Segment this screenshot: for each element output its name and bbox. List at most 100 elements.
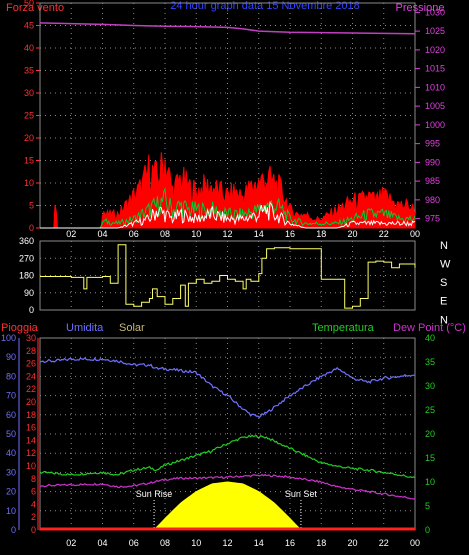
- rain-y-tick-label: 20: [26, 397, 36, 407]
- time-tick-label: 00: [410, 229, 420, 239]
- humidity-y-tick-label: 0: [11, 525, 16, 535]
- time-tick-label: 06: [129, 538, 139, 548]
- time-tick-label: 04: [97, 538, 107, 548]
- wind-y-tick-label: 25: [24, 111, 34, 121]
- wind-y-tick-label: 30: [24, 88, 34, 98]
- temp-y-tick-label: 30: [425, 381, 435, 391]
- rain-y-tick-label: 6: [31, 487, 36, 497]
- pressure-y-tick-label: 1020: [425, 45, 445, 55]
- temperature-line: [39, 434, 416, 479]
- pressure-y-tick-label: 975: [425, 214, 440, 224]
- wind-y-tick-label: 5: [29, 201, 34, 211]
- time-tick-label: 12: [222, 538, 232, 548]
- pressure-y-tick-label: 1030: [425, 7, 445, 17]
- time-tick-label: 10: [191, 538, 201, 548]
- wind-y-tick-label: 40: [24, 43, 34, 53]
- wind-y-tick-label: 50: [24, 0, 34, 8]
- compass-label: N: [440, 314, 448, 326]
- temp-y-tick-label: 15: [425, 453, 435, 463]
- rain-y-tick-label: 28: [26, 346, 36, 356]
- sun-set-marker-label: Sun Set: [285, 489, 318, 499]
- pressure-y-tick-label: 985: [425, 176, 440, 186]
- time-tick-label: 22: [379, 538, 389, 548]
- legend-solar: Solar: [119, 322, 145, 334]
- time-tick-label: 08: [160, 229, 170, 239]
- time-tick-label: 06: [129, 229, 139, 239]
- humidity-line: [39, 357, 416, 419]
- wind-direction-line: [40, 244, 416, 309]
- time-tick-label: 18: [316, 538, 326, 548]
- temp-y-tick-label: 20: [425, 429, 435, 439]
- time-tick-label: 22: [379, 229, 389, 239]
- rain-y-tick-label: 8: [31, 474, 36, 484]
- rain-y-tick-label: 18: [26, 410, 36, 420]
- direction-y-tick-label: 0: [29, 305, 34, 315]
- rain-y-tick-label: 30: [26, 333, 36, 343]
- time-tick-label: 14: [254, 229, 264, 239]
- time-tick-label: 08: [160, 538, 170, 548]
- humidity-y-tick-label: 100: [1, 333, 16, 343]
- time-tick-label: 16: [285, 229, 295, 239]
- rain-y-tick-label: 0: [31, 525, 36, 535]
- wind-y-tick-label: 0: [29, 223, 34, 233]
- wind-speed-line: [40, 201, 416, 229]
- time-tick-label: 20: [347, 538, 357, 548]
- time-tick-label: 10: [191, 229, 201, 239]
- time-tick-label: 02: [66, 229, 76, 239]
- rain-y-tick-label: 22: [26, 384, 36, 394]
- time-tick-label: 00: [410, 538, 420, 548]
- rain-y-tick-label: 4: [31, 499, 36, 509]
- wind-y-tick-label: 10: [24, 178, 34, 188]
- time-tick-label: 04: [97, 229, 107, 239]
- rain-y-tick-label: 14: [26, 435, 36, 445]
- temp-y-tick-label: 0: [425, 525, 430, 535]
- temp-y-tick-label: 25: [425, 405, 435, 415]
- pressure-y-tick-label: 1015: [425, 64, 445, 74]
- direction-y-tick-label: 360: [19, 236, 34, 246]
- legend-temperatura: Temperatura: [312, 322, 375, 334]
- humidity-y-tick-label: 30: [6, 467, 16, 477]
- rain-y-tick-label: 16: [26, 423, 36, 433]
- wind-axis-title: Forza vento: [6, 2, 64, 14]
- wind-y-tick-label: 20: [24, 133, 34, 143]
- pressure-y-tick-label: 1010: [425, 82, 445, 92]
- compass-label: N: [440, 240, 448, 252]
- pressure-y-tick-label: 990: [425, 157, 440, 167]
- rain-y-tick-label: 2: [31, 512, 36, 522]
- pressure-y-tick-label: 980: [425, 195, 440, 205]
- rain-y-tick-label: 12: [26, 448, 36, 458]
- compass-label: S: [440, 277, 447, 289]
- compass-label: W: [440, 259, 451, 271]
- direction-y-tick-label: 270: [19, 253, 34, 263]
- time-tick-label: 02: [66, 538, 76, 548]
- temp-y-tick-label: 10: [425, 477, 435, 487]
- legend-pioggia: Pioggia: [1, 322, 39, 334]
- solar-area: [152, 481, 303, 531]
- temp-y-tick-label: 5: [425, 501, 430, 511]
- time-tick-label: 14: [254, 538, 264, 548]
- time-tick-label: 18: [316, 229, 326, 239]
- direction-y-tick-label: 180: [19, 271, 34, 281]
- humidity-y-tick-label: 50: [6, 429, 16, 439]
- pressure-y-tick-label: 1025: [425, 26, 445, 36]
- wind-gust-area: [40, 152, 416, 229]
- time-tick-label: 20: [347, 229, 357, 239]
- pressure-axis-title: Pressione: [396, 2, 445, 14]
- temp-y-tick-label: 35: [425, 357, 435, 367]
- wind-y-tick-label: 15: [24, 156, 34, 166]
- time-tick-label: 16: [285, 538, 295, 548]
- pressure-y-tick-label: 1000: [425, 120, 445, 130]
- pressure-y-tick-label: 995: [425, 139, 440, 149]
- dewpoint-line: [39, 473, 416, 500]
- rain-y-tick-label: 24: [26, 371, 36, 381]
- time-tick-label: 12: [222, 229, 232, 239]
- compass-label: E: [440, 296, 447, 308]
- sun-rise-marker-label: Sun Rise: [136, 489, 173, 499]
- direction-y-tick-label: 90: [24, 288, 34, 298]
- chart-title: 24 hour graph data 15 Novembre 2018: [170, 0, 360, 12]
- humidity-y-tick-label: 70: [6, 391, 16, 401]
- humidity-y-tick-label: 20: [6, 487, 16, 497]
- rain-y-tick-label: 10: [26, 461, 36, 471]
